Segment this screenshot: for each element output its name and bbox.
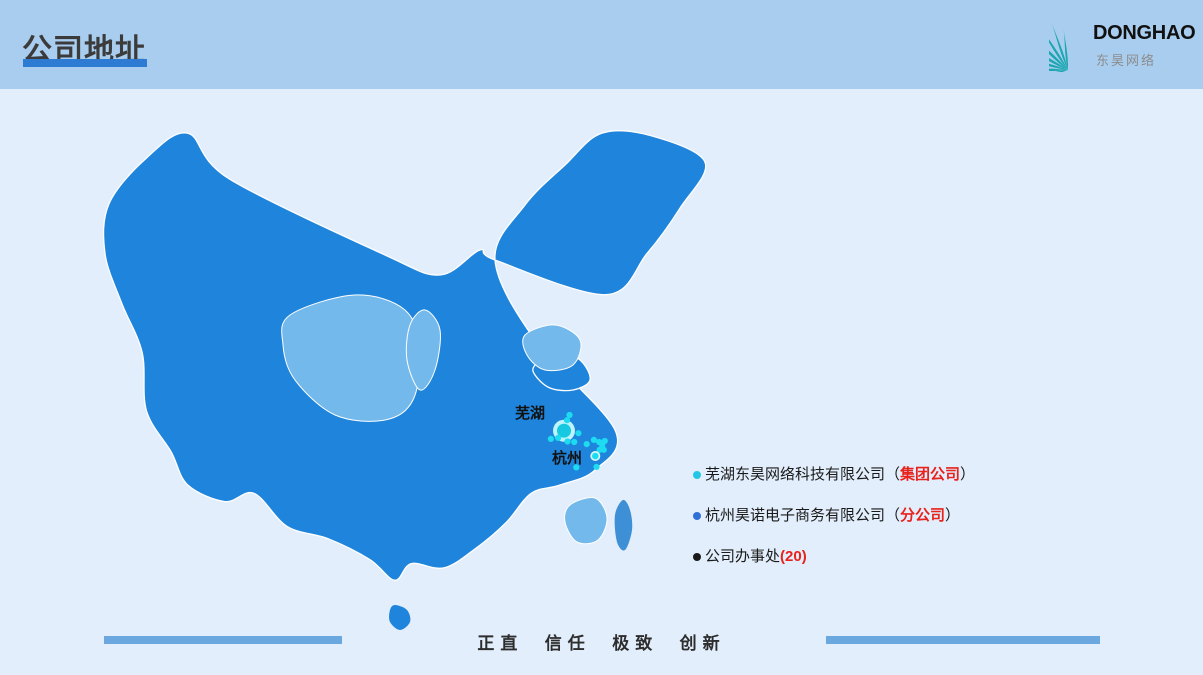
svg-text:杭州: 杭州 [552, 449, 582, 467]
svg-text:芜湖: 芜湖 [515, 404, 545, 422]
